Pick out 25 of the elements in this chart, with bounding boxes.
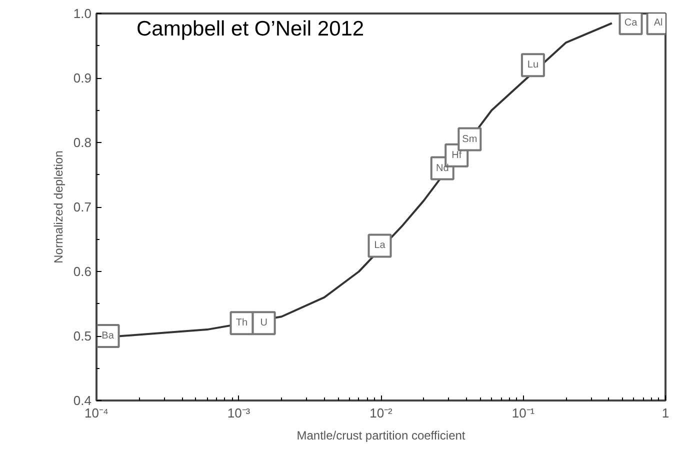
data-label: Al (654, 18, 663, 29)
data-label: Ca (624, 18, 638, 29)
x-tick-label: 10⁻¹ (512, 406, 536, 420)
y-tick-label: 0.8 (73, 135, 92, 150)
x-tick-label: 10⁻⁴ (84, 406, 109, 420)
data-label: U (260, 318, 268, 329)
x-axis-title: Mantle/crust partition coefficient (296, 428, 466, 442)
data-label: La (374, 240, 386, 252)
annotation: Campbell et O’Neil 2012 (136, 18, 364, 40)
y-tick-label: 1.0 (73, 6, 92, 21)
data-label: Lu (527, 60, 539, 71)
y-tick-label: 0.4 (73, 393, 92, 408)
x-tick-label: 10⁻³ (227, 406, 251, 420)
data-label: Ba (102, 330, 114, 342)
data-label: Hf (452, 150, 462, 161)
data-label: Nd (436, 162, 449, 174)
x-tick-label: 10⁻² (370, 406, 394, 420)
x-tick-label: 1 (662, 406, 670, 420)
y-axis-title: Normalized depletion (51, 150, 66, 264)
data-label: Sm (462, 134, 478, 145)
y-tick-label: 0.9 (73, 70, 92, 86)
y-tick-label: 0.5 (73, 328, 92, 344)
y-tick-label: 0.7 (73, 200, 92, 214)
y-tick-label: 0.6 (73, 264, 92, 279)
data-label: Th (236, 318, 248, 329)
